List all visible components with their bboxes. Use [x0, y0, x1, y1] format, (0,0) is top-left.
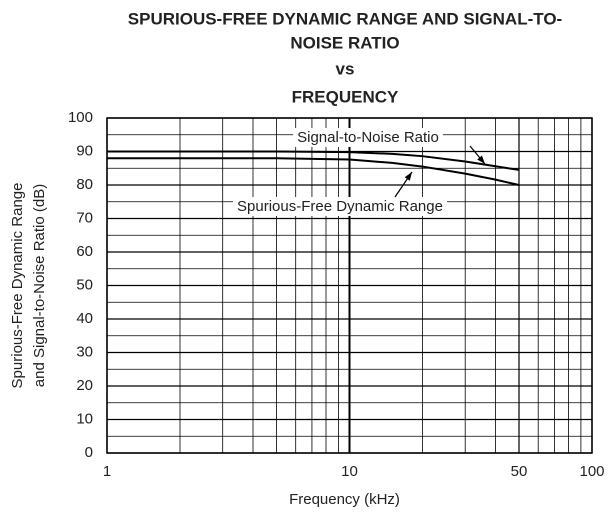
plot-frame	[106, 117, 593, 454]
series-line	[107, 150, 520, 171]
x-tick-label: 1	[103, 463, 111, 480]
series-line	[107, 157, 520, 186]
x-tick-label: 100	[579, 463, 604, 480]
series-label: Signal-to-Noise Ratio	[293, 127, 443, 147]
x-tick-label: 50	[511, 463, 528, 480]
callout-arrowhead	[404, 172, 412, 181]
y-tick-label: 80	[76, 176, 93, 193]
legend-label: Spurious-Free Dynamic Range	[237, 198, 443, 215]
chart-title: vs	[336, 59, 355, 78]
y-tick-label: 50	[76, 276, 93, 293]
y-tick-label: 90	[76, 142, 93, 159]
y-tick-label: 60	[76, 243, 93, 260]
chart-title: FREQUENCY	[292, 87, 399, 106]
callout-arrowhead	[477, 155, 485, 164]
y-tick-label: 0	[85, 444, 93, 461]
label-background	[233, 196, 447, 216]
x-axis-label: Frequency (kHz)	[289, 491, 400, 508]
chart-title: NOISE RATIO	[290, 33, 399, 52]
y-axis-label: Spurious-Free Dynamic Range	[9, 183, 26, 389]
x-tick-label: 10	[341, 463, 358, 480]
y-tick-label: 40	[76, 310, 93, 327]
y-tick-label: 70	[76, 209, 93, 226]
y-tick-label: 10	[76, 410, 93, 427]
y-tick-label: 100	[68, 109, 93, 126]
y-tick-label: 30	[76, 343, 93, 360]
chart-title: SPURIOUS-FREE DYNAMIC RANGE AND SIGNAL-T…	[128, 9, 562, 28]
label-background	[293, 127, 443, 147]
y-tick-label: 20	[76, 377, 93, 394]
y-axis-label: and Signal-to-Noise Ratio (dB)	[31, 184, 48, 387]
series-label: Spurious-Free Dynamic Range	[233, 196, 447, 216]
legend-label: Signal-to-Noise Ratio	[297, 129, 439, 146]
